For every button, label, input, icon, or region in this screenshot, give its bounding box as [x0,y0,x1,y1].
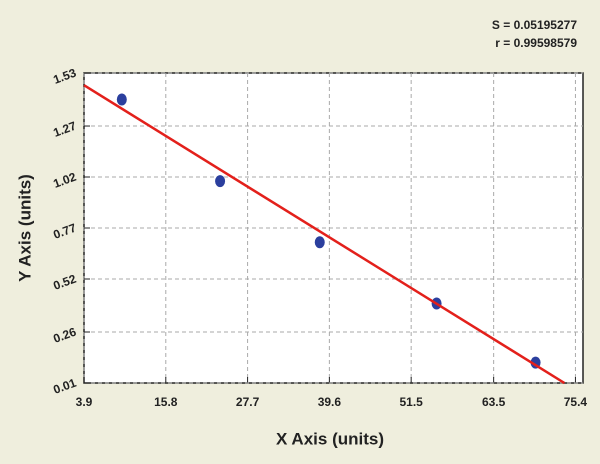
x-tick-label: 27.7 [236,395,260,409]
y-tick-label: 0.01 [51,376,78,397]
y-tick-label: 0.26 [51,325,78,346]
y-tick-label: 1.53 [51,66,78,87]
x-tick-label: 51.5 [399,395,423,409]
y-tick-label: 0.77 [51,221,78,242]
x-axis-title: X Axis (units) [276,429,384,448]
x-tick-label: 39.6 [318,395,342,409]
fit-line [83,84,566,385]
annotation: r = 0.99598579 [495,36,577,50]
y-tick-label: 0.52 [51,272,78,293]
x-tick-label: 63.5 [482,395,506,409]
data-point [116,93,127,106]
data-point [314,236,325,249]
x-tick-label: 3.9 [76,395,93,409]
x-tick-label: 75.4 [564,395,588,409]
annotation: S = 0.05195277 [492,18,577,32]
y-tick-label: 1.27 [51,119,78,140]
y-tick-label: 1.02 [51,170,78,191]
data-point [215,175,226,188]
x-tick-label: 15.8 [154,395,178,409]
plot-area [83,72,584,384]
y-axis-title: Y Axis (units) [15,174,34,282]
